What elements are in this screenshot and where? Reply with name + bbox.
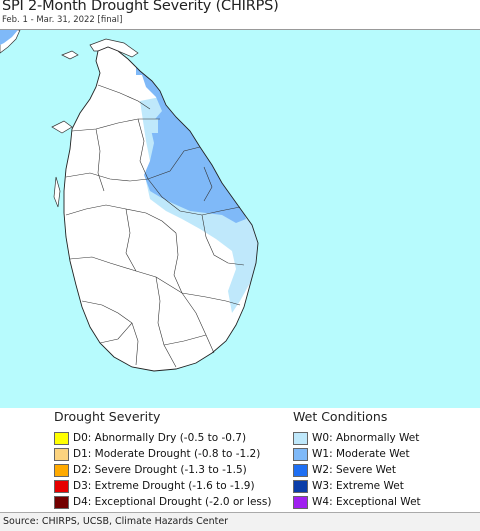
wet-legend-label: W1: Moderate Wet	[312, 448, 410, 460]
drought-legend-row: D1: Moderate Drought (-0.8 to -1.2)	[54, 446, 271, 462]
drought-legend-row: D0: Abnormally Dry (-0.5 to -0.7)	[54, 430, 271, 446]
wet-legend-row: W3: Extreme Wet	[293, 478, 421, 494]
wet-legend-label: W4: Exceptional Wet	[312, 496, 421, 508]
drought-swatch	[54, 431, 69, 445]
wet-legend-row: W1: Moderate Wet	[293, 446, 421, 462]
map-subtitle: Feb. 1 - Mar. 31, 2022 [final]	[2, 15, 123, 25]
drought-legend-label: D0: Abnormally Dry (-0.5 to -0.7)	[73, 432, 247, 444]
drought-legend-row: D3: Extreme Drought (-1.6 to -1.9)	[54, 478, 271, 494]
wet-legend-items: W0: Abnormally Wet W1: Moderate Wet W2: Se…	[293, 430, 421, 510]
w1-region	[140, 69, 246, 223]
wet-swatch	[293, 495, 308, 509]
wet-legend-label: W0: Abnormally Wet	[312, 432, 420, 444]
wet-swatch	[293, 431, 308, 445]
wet-swatch	[293, 447, 308, 461]
drought-swatch	[54, 447, 69, 461]
wet-legend: Wet Conditions W0: Abnormally Wet W1: Mod…	[293, 408, 421, 510]
w0-north-patch	[148, 119, 158, 133]
drought-legend-items: D0: Abnormally Dry (-0.5 to -0.7) D1: Mod…	[54, 430, 271, 510]
source-credit: Source: CHIRPS, UCSB, Climate Hazards Ce…	[3, 516, 229, 527]
drought-swatch	[54, 463, 69, 477]
footer-bar: Source: CHIRPS, UCSB, Climate Hazards Ce…	[0, 512, 480, 531]
sri-lanka-coastline	[63, 46, 259, 372]
drought-legend-label: D1: Moderate Drought (-0.8 to -1.2)	[73, 448, 261, 460]
kalpitiya-spit	[53, 176, 61, 208]
drought-legend-label: D4: Exceptional Drought (-2.0 or less)	[73, 496, 272, 508]
mannar-island	[51, 120, 73, 134]
drought-legend-heading: Drought Severity	[54, 409, 161, 424]
drought-legend: Drought Severity D0: Abnormally Dry (-0.…	[54, 408, 271, 510]
jaffna-islet	[61, 50, 79, 60]
drought-legend-label: D3: Extreme Drought (-1.6 to -1.9)	[73, 480, 255, 492]
legend-panel: Drought Severity D0: Abnormally Dry (-0.…	[0, 408, 480, 512]
sri-lanka-map	[0, 30, 480, 410]
map-title: SPI 2-Month Drought Severity (CHIRPS)	[2, 0, 279, 14]
india-wet-patch	[0, 30, 18, 45]
wet-swatch	[293, 463, 308, 477]
drought-legend-row: D4: Exceptional Drought (-2.0 or less)	[54, 494, 271, 510]
drought-legend-label: D2: Severe Drought (-1.3 to -1.5)	[73, 464, 247, 476]
jaffna-peninsula	[89, 38, 139, 58]
drought-swatch	[54, 479, 69, 493]
map-panel	[0, 29, 480, 410]
wet-legend-label: W2: Severe Wet	[312, 464, 396, 476]
wet-legend-row: W4: Exceptional Wet	[293, 494, 421, 510]
wet-swatch	[293, 479, 308, 493]
drought-swatch	[54, 495, 69, 509]
wet-legend-heading: Wet Conditions	[293, 409, 388, 424]
sri-lanka-landmass	[64, 47, 258, 371]
drought-legend-row: D2: Severe Drought (-1.3 to -1.5)	[54, 462, 271, 478]
wet-legend-row: W0: Abnormally Wet	[293, 430, 421, 446]
wet-legend-label: W3: Extreme Wet	[312, 480, 404, 492]
district-boundaries	[65, 84, 245, 368]
wet-legend-row: W2: Severe Wet	[293, 462, 421, 478]
